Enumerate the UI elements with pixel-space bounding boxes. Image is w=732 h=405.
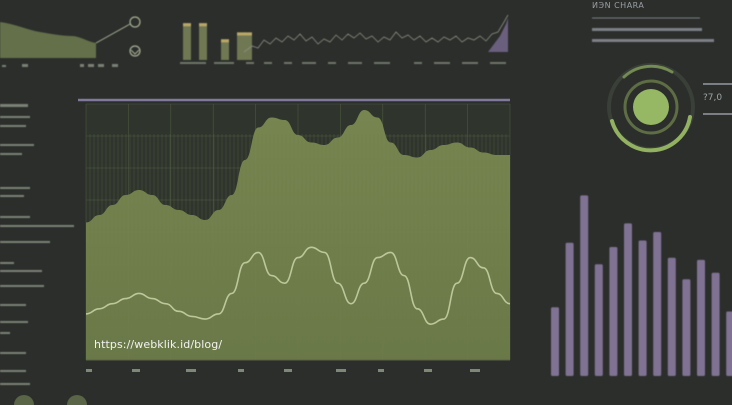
x-tick-mark bbox=[470, 369, 480, 372]
x-tick-mark bbox=[378, 369, 384, 372]
bar bbox=[551, 307, 559, 376]
x-tick-mark bbox=[132, 369, 140, 372]
mini-bar bbox=[183, 23, 191, 60]
right-header-lines bbox=[592, 17, 714, 42]
bar bbox=[667, 257, 676, 376]
bar bbox=[711, 272, 720, 376]
chart-hatching bbox=[89, 134, 507, 360]
x-tick-mark bbox=[86, 369, 92, 372]
x-tick-mark bbox=[336, 369, 346, 372]
x-axis-ticks bbox=[86, 369, 480, 372]
bar bbox=[624, 223, 632, 376]
bar bbox=[726, 311, 732, 376]
bar bbox=[682, 279, 691, 376]
main-line-series bbox=[85, 246, 511, 325]
node-circle-icon bbox=[129, 45, 141, 57]
x-tick-mark bbox=[238, 369, 244, 372]
chevron-down-icon bbox=[130, 49, 140, 55]
bar bbox=[638, 240, 647, 376]
bar bbox=[594, 264, 603, 376]
top-center-mini-chart bbox=[180, 14, 509, 64]
main-chart bbox=[78, 98, 511, 372]
left-text-list bbox=[0, 104, 74, 385]
url-caption: https://webklik.id/blog/ bbox=[94, 338, 223, 351]
x-tick-mark bbox=[424, 369, 432, 372]
status-dot bbox=[14, 395, 34, 405]
node-circle-icon bbox=[129, 16, 141, 28]
mini-bars bbox=[183, 23, 252, 60]
bar bbox=[580, 195, 589, 376]
x-tick-mark bbox=[284, 369, 292, 372]
bar-chart bbox=[551, 195, 732, 376]
top-left-area-chart bbox=[0, 16, 141, 67]
bar bbox=[697, 259, 705, 376]
x-tick-mark bbox=[186, 369, 196, 372]
mini-bar bbox=[199, 23, 207, 60]
gauge-widget bbox=[607, 63, 732, 153]
status-dot bbox=[67, 395, 87, 405]
bar bbox=[565, 242, 574, 376]
mini-bar bbox=[221, 39, 229, 60]
mini-bar bbox=[244, 32, 252, 60]
chart-header-label: ИЭN CHARA bbox=[592, 1, 645, 10]
bar bbox=[609, 247, 618, 376]
gauge-value: ?7,0 bbox=[703, 93, 723, 103]
mini-bar bbox=[237, 32, 245, 60]
bar bbox=[653, 231, 662, 376]
